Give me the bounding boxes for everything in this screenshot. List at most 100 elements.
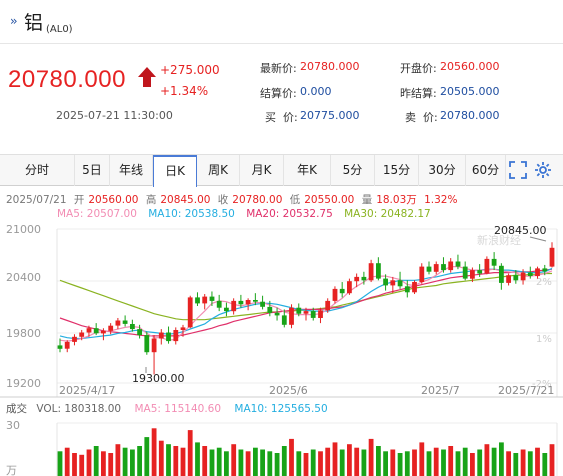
volume-bar xyxy=(231,444,237,476)
volume-bar xyxy=(122,447,128,476)
price-change: +275.000 xyxy=(160,63,220,77)
quote-time: 2025-07-21 11:30:00 xyxy=(56,109,173,122)
tab-60min[interactable]: 60分 xyxy=(466,155,506,186)
candle xyxy=(209,291,215,306)
volume-bar xyxy=(137,446,142,476)
candle xyxy=(231,298,237,315)
candle xyxy=(404,280,410,298)
volume-bar xyxy=(376,446,381,476)
candle xyxy=(180,324,186,337)
volume-bar xyxy=(303,453,309,476)
candle xyxy=(383,274,388,291)
prev-settle-label: 昨结算: xyxy=(400,87,437,100)
tab-30min[interactable]: 30分 xyxy=(419,155,466,186)
tab-intraday[interactable]: 分时 xyxy=(0,155,75,186)
candle xyxy=(79,329,85,341)
candle xyxy=(253,293,258,306)
buy-price-value: 20775.000 xyxy=(300,109,360,122)
volume-ma5: MA5: 115140.60 xyxy=(134,403,222,415)
candle xyxy=(397,271,403,289)
tab-weekly-k[interactable]: 周K xyxy=(197,155,240,186)
volume-bar xyxy=(354,447,360,476)
kline-chart-area[interactable]: 2025/07/21 开 20560.00 高 20845.00 收 20780.00… xyxy=(0,187,563,476)
ohlc-close: 20780.00 xyxy=(232,194,283,206)
candle xyxy=(433,261,439,275)
candle xyxy=(419,263,425,284)
candle xyxy=(549,242,555,268)
candle xyxy=(57,338,63,353)
volume-bar xyxy=(462,447,468,476)
volume-value: VOL: 180318.00 xyxy=(36,403,122,415)
settings-icon[interactable] xyxy=(534,161,552,179)
volume-bar xyxy=(549,444,555,476)
last-price: 20780.000 xyxy=(8,66,126,93)
volume-bar xyxy=(93,446,99,476)
volume-bar xyxy=(187,430,193,476)
ma-info-line: MA5: 20507.00 MA10: 20538.50 MA20: 20532… xyxy=(57,208,435,220)
volume-bar xyxy=(267,451,273,476)
tab-yearly-k[interactable]: 年K xyxy=(284,155,331,186)
candle xyxy=(448,258,454,273)
ma30-value: MA30: 20482.17 xyxy=(344,208,431,220)
candle xyxy=(332,286,338,304)
candle xyxy=(173,327,179,345)
double-chevron-icon: ›› xyxy=(10,14,17,28)
sell-price-value: 20780.000 xyxy=(440,109,500,122)
tab-monthly-k[interactable]: 月K xyxy=(240,155,284,186)
candle xyxy=(122,315,128,327)
candle xyxy=(303,307,309,321)
candle xyxy=(310,307,316,321)
volume-bar xyxy=(419,442,425,476)
candle xyxy=(238,294,244,308)
tab-year-line[interactable]: 年线 xyxy=(110,155,153,186)
candle xyxy=(274,307,280,321)
ma5-value: MA5: 20507.00 xyxy=(57,208,137,220)
volume-bar xyxy=(296,451,302,476)
settle-price-label: 结算价: xyxy=(260,87,297,100)
candle xyxy=(484,256,490,275)
arrow-up-icon xyxy=(138,67,156,87)
volume-bar xyxy=(289,438,294,476)
volume-bar xyxy=(274,453,280,476)
tab-5day[interactable]: 5日 xyxy=(75,155,110,186)
candle xyxy=(542,264,548,276)
buy-price-label: 买 价: xyxy=(265,111,298,124)
right-tick-2pct: 2% xyxy=(536,277,552,288)
ohlc-open-label: 开 xyxy=(73,194,85,206)
volume-bar xyxy=(520,449,526,476)
candle xyxy=(166,326,171,344)
volume-bar xyxy=(433,447,439,476)
volume-ma10: MA10: 125565.50 xyxy=(234,403,328,415)
tab-daily-k[interactable]: 日K xyxy=(153,155,197,187)
candle xyxy=(296,303,302,317)
fullscreen-icon[interactable] xyxy=(509,161,527,179)
candle xyxy=(455,254,461,270)
tab-5min[interactable]: 5分 xyxy=(331,155,375,186)
volume-bar xyxy=(310,449,316,476)
volume-bar xyxy=(491,447,497,476)
volume-bar xyxy=(455,451,461,476)
commodity-name: 铝 xyxy=(24,12,44,34)
volume-bar xyxy=(86,449,92,476)
volume-bar xyxy=(339,449,345,476)
volume-bar xyxy=(173,446,179,476)
volume-bar xyxy=(404,451,410,476)
candle xyxy=(470,267,475,283)
candle xyxy=(144,331,150,355)
x-label-jul: 2025/7 xyxy=(421,384,460,397)
volume-bar xyxy=(390,449,396,476)
volume-bar xyxy=(57,451,63,476)
max-price-label: 20845.00 xyxy=(494,224,547,237)
volume-bar xyxy=(180,447,186,476)
volume-bar xyxy=(253,447,258,476)
candle xyxy=(281,309,287,328)
volume-bar xyxy=(158,440,164,476)
volume-bar xyxy=(412,449,417,476)
volume-bar xyxy=(260,449,265,476)
volume-bar xyxy=(166,444,171,476)
tab-15min[interactable]: 15分 xyxy=(375,155,419,186)
chart-watermark: 新浪财经 xyxy=(477,233,521,247)
candle xyxy=(137,324,142,339)
ohlc-pct: 1.32% xyxy=(424,194,458,206)
ohlc-info-line: 2025/07/21 开 20560.00 高 20845.00 收 20780.00… xyxy=(6,192,461,207)
